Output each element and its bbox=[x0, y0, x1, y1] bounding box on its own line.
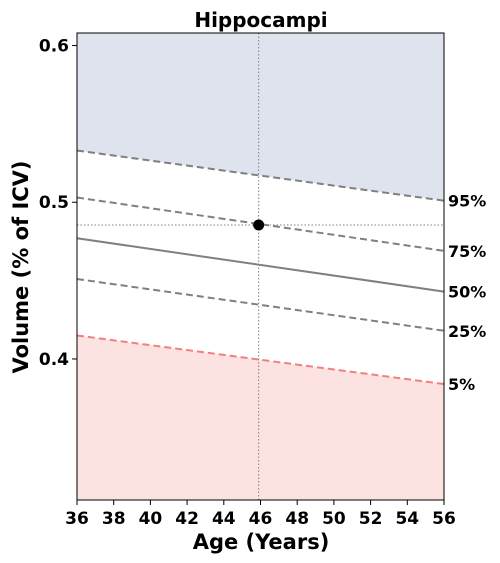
x-tick-label: 42 bbox=[175, 509, 199, 529]
percentile-label-5: 5% bbox=[448, 375, 475, 394]
percentile-line-50 bbox=[76, 237, 445, 293]
percentile-label-75: 75% bbox=[448, 242, 486, 261]
x-tick-label: 52 bbox=[359, 509, 383, 529]
percentile-bands bbox=[77, 33, 444, 500]
percentile-series bbox=[76, 149, 445, 386]
x-tick-label: 46 bbox=[249, 509, 273, 529]
y-tick-label: 0.4 bbox=[39, 350, 69, 370]
x-tick-label: 56 bbox=[432, 509, 456, 529]
x-axis-label: Age (Years) bbox=[193, 530, 330, 554]
x-tick-label: 50 bbox=[322, 509, 346, 529]
chart-title: Hippocampi bbox=[194, 8, 327, 32]
subject-point-group bbox=[253, 219, 265, 231]
y-axis-ticks: 0.4 0.5 0.6 bbox=[39, 37, 77, 370]
x-tick-label: 54 bbox=[395, 509, 419, 529]
x-tick-label: 44 bbox=[212, 509, 236, 529]
percentile-line-25 bbox=[76, 278, 445, 332]
band-above-95 bbox=[77, 33, 444, 201]
percentile-label-50: 50% bbox=[448, 283, 486, 302]
y-axis-label: Volume (% of ICV) bbox=[9, 160, 33, 373]
x-tick-label: 38 bbox=[102, 509, 126, 529]
percentile-labels: 95% 75% 50% 25% 5% bbox=[448, 192, 486, 394]
x-tick-label: 40 bbox=[139, 509, 163, 529]
x-tick-label: 48 bbox=[285, 509, 309, 529]
band-below-5 bbox=[77, 335, 444, 500]
percentile-line-95 bbox=[76, 149, 445, 202]
y-tick-label: 0.6 bbox=[39, 37, 69, 57]
subject-point bbox=[253, 219, 265, 231]
x-tick-label: 36 bbox=[65, 509, 89, 529]
percentile-label-25: 25% bbox=[448, 322, 486, 341]
percentile-line-75 bbox=[76, 196, 445, 252]
percentile-line-5 bbox=[76, 334, 445, 386]
y-tick-label: 0.5 bbox=[39, 193, 69, 213]
percentile-label-95: 95% bbox=[448, 192, 486, 211]
x-axis-ticks: 36 38 40 42 44 46 48 50 52 54 56 bbox=[65, 500, 456, 529]
